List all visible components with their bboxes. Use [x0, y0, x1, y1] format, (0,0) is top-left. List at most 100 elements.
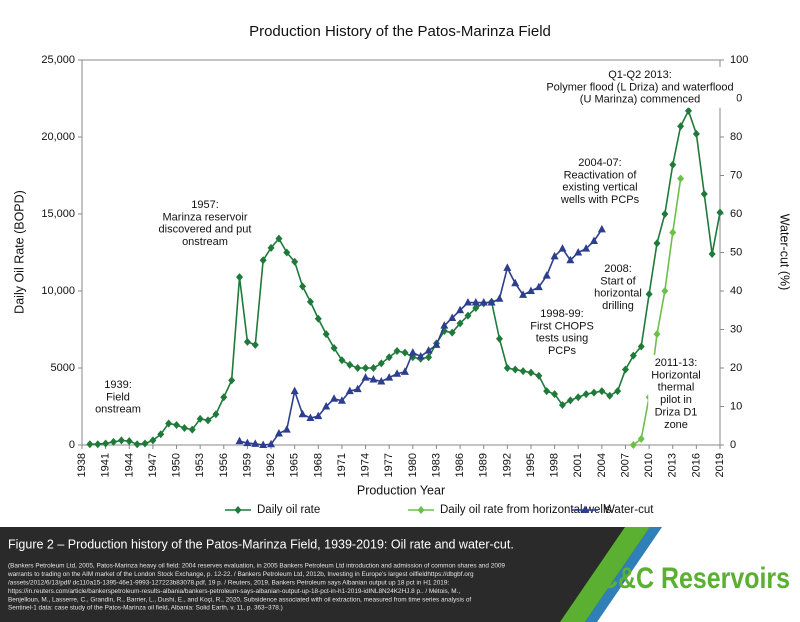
- marker: [86, 440, 94, 449]
- annotation-line: Horizontal: [651, 369, 701, 381]
- logo: C&C Reservoirs: [600, 562, 790, 595]
- marker: [369, 375, 378, 383]
- marker: [314, 411, 323, 420]
- marker: [590, 388, 598, 397]
- caption-reference: warrants to trading on the AIM market of…: [7, 571, 474, 578]
- marker: [472, 303, 480, 312]
- marker: [306, 297, 314, 306]
- annotation-line: wells with PCPs: [560, 194, 640, 206]
- legend-label: Daily oil rate: [257, 504, 320, 516]
- marker: [133, 440, 141, 449]
- marker: [456, 305, 465, 314]
- caption-reference: Sentinel-1 data: case study of the Patos…: [8, 605, 283, 612]
- annotation-line: Q1-Q2 2013:: [608, 69, 672, 81]
- x-tick-label: 1950: [171, 453, 183, 477]
- marker: [385, 373, 394, 381]
- marker: [235, 436, 244, 445]
- marker: [535, 371, 543, 380]
- marker: [637, 342, 645, 351]
- x-tick-label: 1938: [76, 453, 88, 477]
- marker: [597, 224, 606, 233]
- marker: [283, 248, 291, 257]
- marker: [424, 346, 433, 354]
- marker: [188, 425, 196, 434]
- annotation-line: 1957:: [191, 199, 219, 211]
- marker: [267, 243, 275, 252]
- legend-marker: [581, 505, 589, 513]
- marker: [574, 393, 582, 402]
- marker: [290, 386, 299, 395]
- annotation-line: 1998-99:: [540, 308, 583, 320]
- caption-reference: /assets/2012/6/13/pdf/ dc110a15-1395-46e…: [8, 579, 449, 586]
- marker: [353, 384, 362, 393]
- annotation-line: drilling: [602, 300, 634, 312]
- annotation-line: horizontal: [594, 288, 642, 300]
- x-tick-label: 1959: [241, 453, 253, 477]
- marker: [653, 330, 661, 339]
- x-tick-label: 1971: [336, 453, 348, 477]
- marker: [511, 278, 520, 287]
- marker: [314, 314, 322, 323]
- marker: [661, 287, 669, 295]
- marker: [282, 425, 291, 433]
- marker: [259, 440, 268, 448]
- annotation-line: PCPs: [548, 345, 577, 357]
- marker: [204, 416, 212, 425]
- marker: [669, 160, 677, 169]
- x-tick-label: 1980: [407, 453, 419, 477]
- annotation-box: [556, 154, 643, 209]
- x-tick-label: 1953: [194, 453, 206, 477]
- annotation: Q1-Q2 2013:Polymer flood (L Driza) and w…: [543, 66, 737, 108]
- annotation-line: tests using: [536, 333, 589, 345]
- marker: [425, 353, 433, 362]
- y-tick-label: 10,000: [41, 285, 75, 297]
- annotation-line: Driza D1: [655, 407, 698, 419]
- annotation-line: onstream: [182, 236, 228, 248]
- annotation-line: pilot in: [660, 394, 692, 406]
- x-tick-label: 1992: [501, 453, 513, 477]
- marker: [495, 334, 503, 343]
- marker: [669, 228, 677, 237]
- x-tick-label: 1944: [123, 453, 135, 477]
- legend-marker: [417, 506, 425, 514]
- marker: [558, 244, 567, 252]
- marker: [345, 386, 354, 395]
- annotation-box: [92, 376, 144, 418]
- x-axis-label: Production Year: [357, 483, 445, 497]
- marker: [393, 347, 401, 356]
- annotation-line: existing vertical: [562, 182, 637, 194]
- x-tick-label: 1977: [383, 453, 395, 477]
- marker: [519, 290, 528, 298]
- marker: [487, 298, 496, 306]
- marker: [338, 356, 346, 365]
- marker: [228, 376, 236, 385]
- legend-marker: [234, 506, 242, 514]
- marker: [582, 244, 591, 252]
- marker: [582, 390, 590, 399]
- marker: [259, 256, 267, 265]
- marker: [503, 364, 511, 372]
- x-tick-label: 1941: [100, 453, 112, 477]
- marker: [337, 396, 346, 404]
- marker: [377, 359, 385, 368]
- y2-tick-label: 100: [730, 54, 748, 66]
- y2-tick-label: 20: [730, 362, 742, 374]
- marker: [117, 436, 125, 445]
- y2-tick-label: 40: [730, 285, 742, 297]
- annotation-line: zone: [664, 419, 688, 431]
- x-tick-label: 1995: [525, 453, 537, 477]
- x-tick-label: 1962: [265, 453, 277, 477]
- marker: [543, 387, 551, 396]
- annotation-box: [591, 260, 645, 315]
- annotation-line: Start of: [600, 275, 636, 287]
- marker: [479, 298, 488, 306]
- annotation-line: Marinza reservoir: [163, 211, 248, 223]
- marker: [322, 330, 330, 339]
- marker: [629, 351, 637, 360]
- marker: [440, 321, 449, 329]
- caption-reference: https://in.reuters.com/article/bankerspe…: [8, 588, 460, 595]
- y-axis-label: Daily Oil Rate (BOPD): [12, 190, 26, 314]
